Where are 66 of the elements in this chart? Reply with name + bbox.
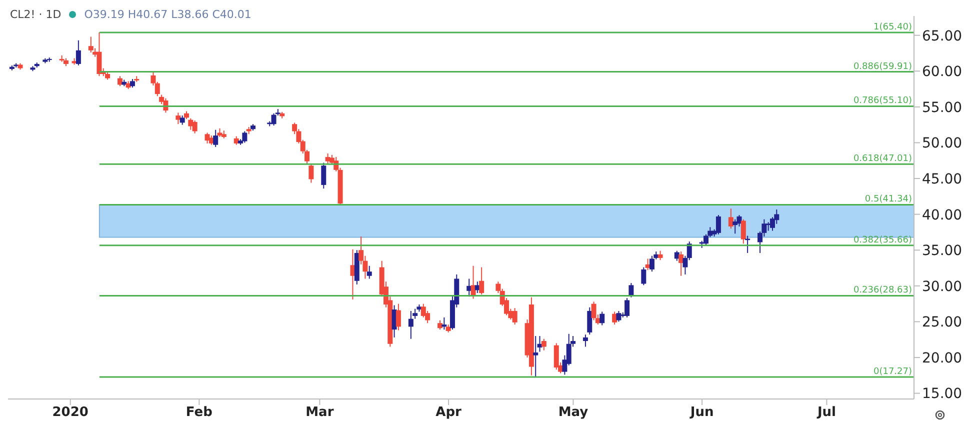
ref-line-label: 0.618(47.01) [853,154,912,164]
candlestick [582,334,588,348]
x-tick-label: Jun [689,405,714,420]
candlestick [271,112,276,126]
candlestick [600,311,605,326]
ref-line-label: 0.786(55.10) [853,96,912,106]
candlestick [745,235,750,254]
candlestick [624,298,630,318]
x-tick-label: Jul [816,405,836,420]
candlestick [616,310,622,322]
candlestick [396,303,401,331]
candlestick [308,162,314,184]
y-tick-label: 60.00 [922,64,962,80]
x-tick-label: Apr [436,405,462,420]
candlestick [716,214,721,235]
candlestick [728,208,734,230]
candlestick [213,129,218,148]
candlestick [176,112,181,125]
ref-line-label: 0.886(59.91) [853,62,912,72]
candlestick [442,316,447,330]
x-tick-label: May [558,405,589,420]
y-tick-label: 55.00 [922,100,962,116]
ref-line-label: 0.382(35.66) [853,235,912,246]
candlestick [587,306,592,336]
candlestick [641,266,646,286]
candlestick [180,115,185,126]
candlestick [554,342,559,370]
candlestick [628,282,634,298]
ref-line-label: 0.236(28.63) [853,286,912,296]
y-tick-label: 25.00 [922,314,962,331]
y-tick-label: 30.00 [922,278,962,295]
candlestick [479,266,484,295]
y-tick-label: 50.00 [922,136,962,152]
candlestick [88,36,94,54]
candlestick [242,130,248,144]
candlestick [658,250,663,261]
candlestick [740,218,746,244]
candlestick [76,40,81,66]
candlestick [466,278,472,298]
x-tick-label: Feb [186,405,212,420]
ref-line-label: 0.5(41.34) [864,194,912,205]
y-tick-label: 15.00 [922,386,962,402]
candlestick [192,120,198,134]
candlestick [204,132,210,144]
candlestick [533,336,538,378]
candlestick [350,248,356,300]
y-tick-label: 20.00 [922,350,962,366]
candlestick [366,265,372,280]
annotation: O39.19 H40.67 L38.66 C40.01 [84,8,252,21]
x-tick-label: Mar [306,405,334,420]
candlestick [438,320,443,330]
annotation: CL2! · 1D [10,8,62,21]
candlestick [96,32,102,77]
ref-line-label: 0(17.27) [873,367,912,378]
y-tick-label: 40.00 [922,207,962,224]
ref-line-label: 1(65.40) [873,22,912,32]
candlestick [591,301,596,321]
y-tick-label: 65.00 [922,28,962,44]
candlestick [512,308,518,326]
candlestick [321,162,326,190]
y-tick-label: 45.00 [922,171,962,188]
y-tick-label: 35.00 [922,243,962,260]
candlestick [649,255,654,272]
candlestick [408,310,414,340]
x-tick-label: 2020 [52,405,88,420]
candlestick [541,338,546,351]
